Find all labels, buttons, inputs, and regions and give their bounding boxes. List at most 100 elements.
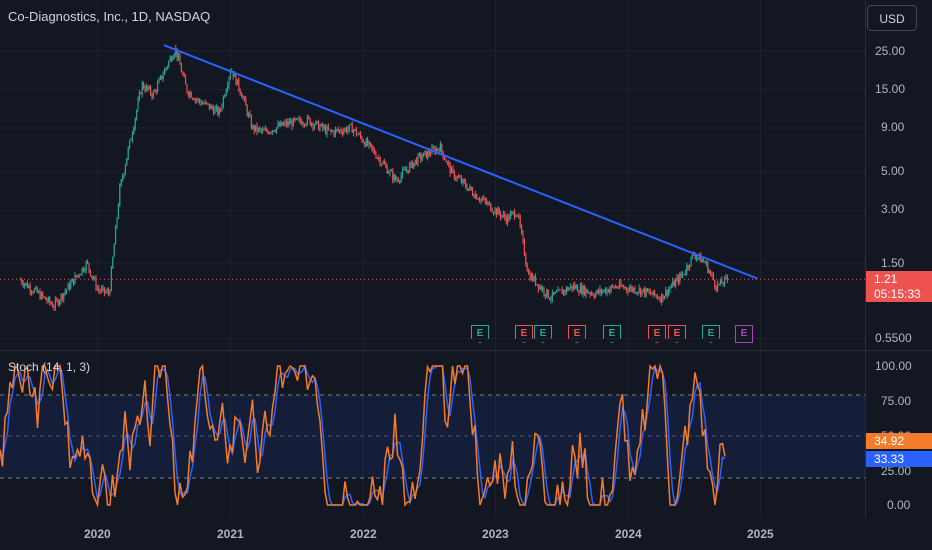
candle-body bbox=[508, 215, 510, 220]
candle-body bbox=[285, 121, 287, 126]
candle-body bbox=[78, 274, 80, 276]
candle-body bbox=[278, 123, 280, 127]
candle-body bbox=[417, 154, 419, 165]
candle-body bbox=[113, 244, 115, 257]
candle-body bbox=[369, 142, 371, 145]
earnings-marker-beat[interactable]: E bbox=[603, 325, 621, 343]
candle-body bbox=[487, 202, 489, 204]
trendline[interactable] bbox=[163, 44, 758, 280]
pane-divider[interactable] bbox=[0, 350, 932, 351]
candle-body bbox=[725, 276, 727, 278]
candle-body bbox=[465, 181, 467, 187]
price-tick: 15.00 bbox=[875, 82, 906, 96]
candle-body bbox=[697, 257, 699, 258]
candle-body bbox=[616, 286, 618, 288]
candle-body bbox=[549, 297, 551, 300]
last-price-label: 1.21 bbox=[866, 271, 932, 287]
price-axis-border bbox=[865, 0, 866, 518]
candle-body bbox=[43, 296, 45, 298]
candle-body bbox=[577, 285, 579, 292]
earnings-marker-miss[interactable]: E bbox=[568, 325, 586, 343]
candle-body bbox=[691, 254, 693, 257]
candle-body bbox=[620, 282, 622, 287]
candle-body bbox=[320, 123, 322, 127]
candle-body bbox=[582, 286, 584, 294]
candle-body bbox=[288, 121, 290, 125]
candle-body bbox=[536, 284, 538, 285]
candle-body bbox=[235, 73, 237, 85]
candle-body bbox=[108, 290, 110, 294]
candle-body bbox=[21, 279, 23, 284]
candle-body bbox=[606, 289, 608, 294]
candle-body bbox=[425, 151, 427, 158]
stoch-tick: 25.00 bbox=[881, 464, 912, 478]
candle-body bbox=[375, 154, 377, 159]
candle-body bbox=[326, 126, 328, 134]
candle-body bbox=[267, 131, 269, 134]
earnings-marker-upcoming[interactable]: E bbox=[735, 325, 753, 343]
candle-body bbox=[530, 274, 532, 281]
price-tick: 1.50 bbox=[881, 256, 905, 270]
candle-body bbox=[103, 287, 105, 293]
candle-body bbox=[29, 285, 31, 292]
candle-body bbox=[654, 290, 656, 295]
symbol-title[interactable]: Co-Diagnostics, Inc., 1D, NASDAQ bbox=[8, 9, 211, 24]
candle-body bbox=[361, 137, 363, 142]
candle-body bbox=[658, 298, 660, 300]
candle-body bbox=[26, 282, 28, 288]
earnings-marker-beat[interactable]: E bbox=[702, 325, 720, 343]
candle-body bbox=[168, 61, 170, 67]
candle-body bbox=[399, 180, 401, 182]
candle-body bbox=[565, 287, 567, 293]
earnings-marker-miss[interactable]: E bbox=[668, 325, 686, 343]
candle-body bbox=[395, 175, 397, 181]
earnings-marker-miss[interactable]: E bbox=[648, 325, 666, 343]
candle-body bbox=[385, 164, 387, 167]
candle-body bbox=[714, 279, 716, 287]
candle-body bbox=[225, 90, 227, 96]
candle-body bbox=[192, 97, 194, 99]
candle-body bbox=[540, 285, 542, 290]
candle-body bbox=[137, 100, 139, 111]
candle-body bbox=[638, 287, 640, 293]
candle-body bbox=[446, 161, 448, 163]
candle-body bbox=[208, 103, 210, 109]
earnings-marker-beat[interactable]: E bbox=[471, 325, 489, 343]
candle-body bbox=[518, 215, 520, 217]
candle-body bbox=[603, 289, 605, 291]
candle-body bbox=[60, 294, 62, 301]
candle-body bbox=[87, 261, 89, 264]
earnings-marker-beat[interactable]: E bbox=[534, 325, 552, 343]
candle-body bbox=[239, 89, 241, 94]
candle-body bbox=[367, 139, 369, 146]
earnings-marker-miss[interactable]: E bbox=[515, 325, 533, 343]
candle-body bbox=[308, 116, 310, 119]
candle-body bbox=[451, 168, 453, 174]
candle-body bbox=[365, 139, 367, 147]
candle-body bbox=[684, 272, 686, 275]
candle-body bbox=[354, 129, 356, 131]
candle-body bbox=[129, 140, 131, 148]
candle-body bbox=[66, 289, 68, 292]
candle-body bbox=[516, 215, 518, 217]
candle-body bbox=[341, 132, 343, 134]
candle-body bbox=[574, 284, 576, 289]
candle-body bbox=[423, 152, 425, 157]
currency-button[interactable]: USD bbox=[867, 5, 917, 31]
candle-body bbox=[332, 131, 334, 132]
candle-body bbox=[203, 103, 205, 105]
candle-body bbox=[707, 262, 709, 273]
candle-body bbox=[521, 226, 523, 233]
candle-body bbox=[25, 282, 27, 284]
stoch-indicator-title[interactable]: Stoch (14, 1, 3) bbox=[8, 360, 91, 374]
candle-body bbox=[389, 170, 391, 174]
candle-body bbox=[600, 288, 602, 293]
candle-body bbox=[458, 176, 460, 178]
candle-body bbox=[523, 240, 525, 255]
candle-body bbox=[339, 129, 341, 131]
candle-body bbox=[677, 277, 679, 283]
price-tick: 5.00 bbox=[881, 164, 905, 178]
candle-body bbox=[476, 194, 478, 200]
candle-body bbox=[679, 274, 681, 283]
